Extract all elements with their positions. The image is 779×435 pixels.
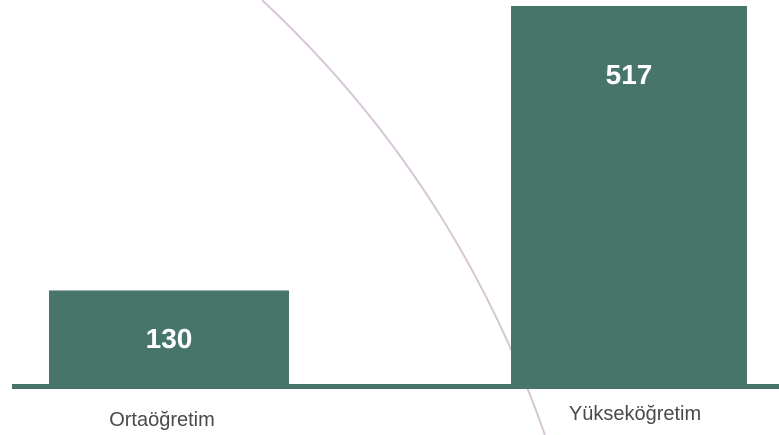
baseline-axis <box>12 384 779 389</box>
bars-group <box>49 6 747 386</box>
bar-1 <box>511 6 747 386</box>
category-label-0: Ortaöğretim <box>109 409 215 431</box>
bar-value-label-0: 130 <box>146 323 193 354</box>
category-label-1: Yükseköğretim <box>569 403 701 425</box>
labels-group: 130 Ortaöğretim 517 Yükseköğretim <box>109 59 701 431</box>
bar-0 <box>49 290 289 386</box>
decorative-arc <box>261 0 546 435</box>
bar-value-label-1: 517 <box>606 59 653 90</box>
